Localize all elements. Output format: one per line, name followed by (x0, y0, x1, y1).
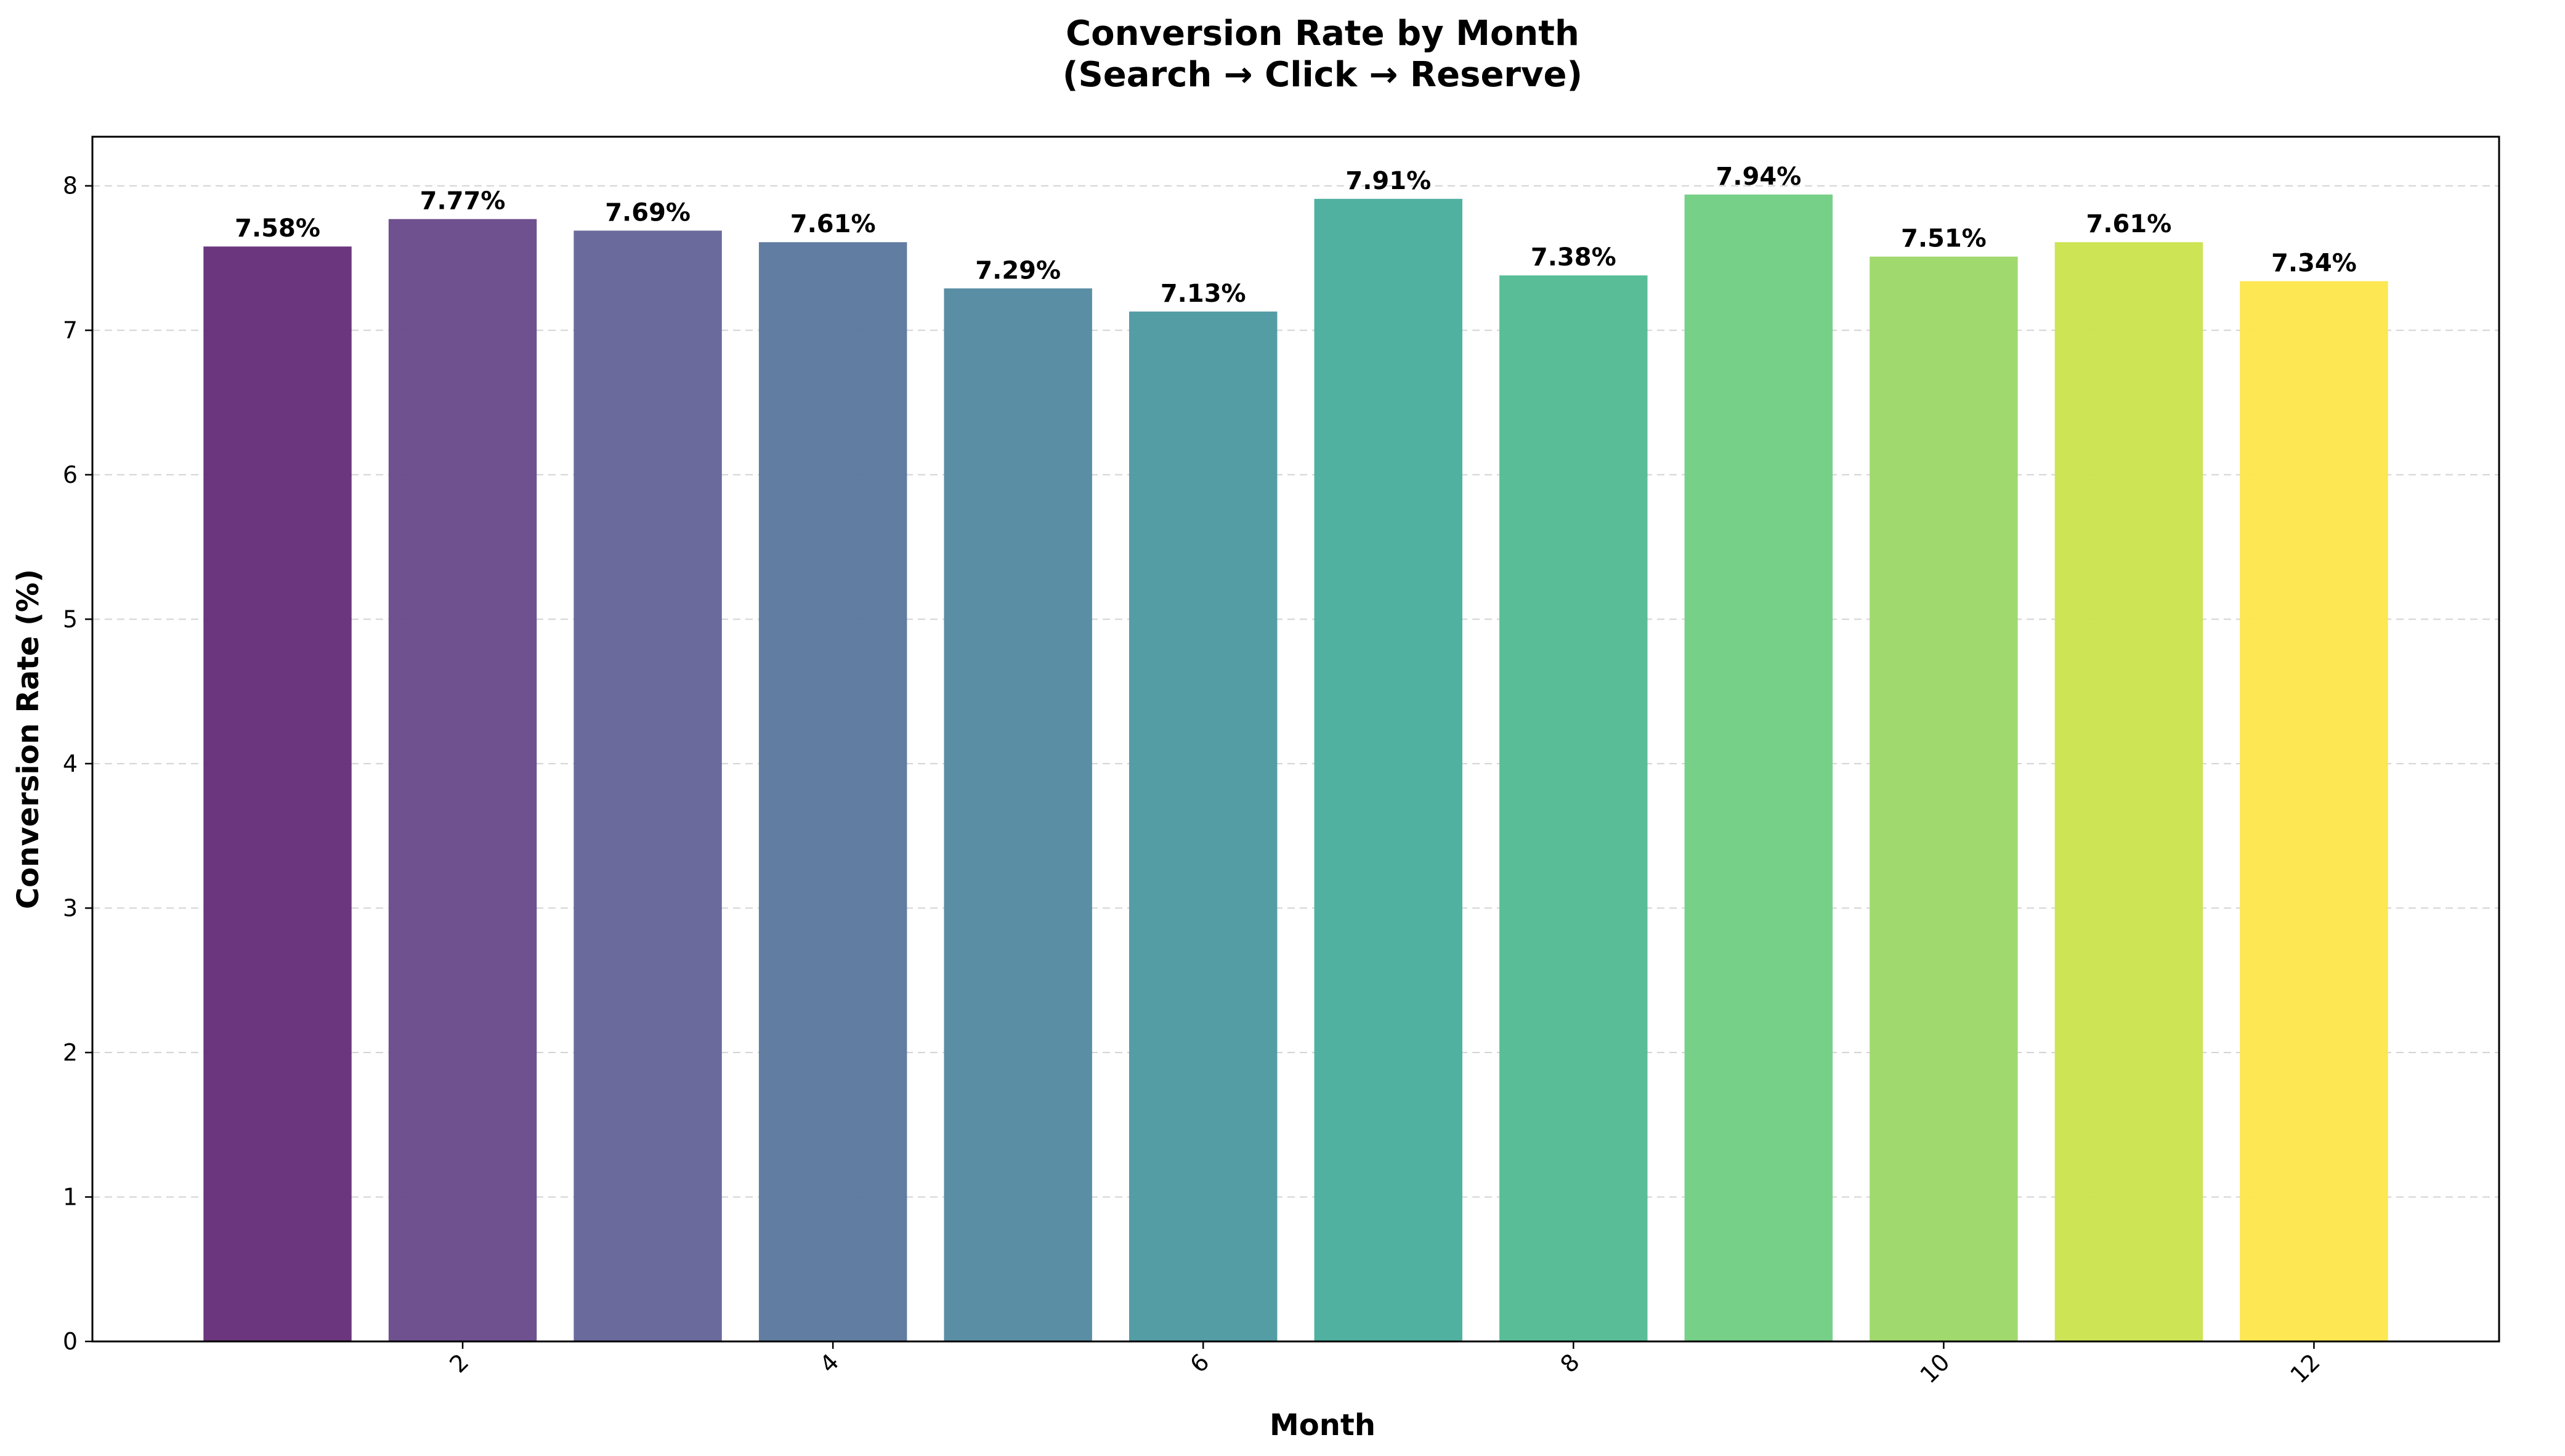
y-tick-label: 1 (63, 1183, 78, 1210)
data-label-month-9: 7.94% (1716, 163, 1801, 191)
data-label-month-7: 7.91% (1345, 167, 1431, 195)
bar-month-3 (573, 230, 722, 1341)
chart-subtitle: (Search → Click → Reserve) (1063, 55, 1582, 95)
bar-month-10 (1870, 256, 2018, 1341)
data-label-month-12: 7.34% (2271, 249, 2357, 278)
y-axis-ticks: 0 1 2 3 4 5 6 7 8 (63, 172, 92, 1355)
bar-month-8 (1499, 275, 1648, 1341)
data-label-month-4: 7.61% (790, 210, 876, 238)
data-label-month-2: 7.77% (420, 187, 506, 216)
data-label-month-5: 7.29% (975, 256, 1061, 285)
data-label-month-10: 7.51% (1901, 225, 1987, 253)
y-tick-label: 3 (63, 894, 78, 921)
bar-month-5 (944, 288, 1092, 1341)
bar-month-1 (203, 246, 352, 1341)
bar-month-12 (2240, 281, 2388, 1342)
y-tick-label: 8 (63, 172, 78, 200)
bar-month-7 (1314, 198, 1462, 1342)
bar-month-4 (758, 242, 907, 1341)
chart-title: Conversion Rate by Month (1066, 14, 1579, 54)
y-tick-label: 4 (63, 750, 78, 777)
x-axis-label: Month (1270, 1408, 1376, 1442)
data-label-month-11: 7.61% (2086, 210, 2172, 238)
bar-month-11 (2054, 242, 2203, 1341)
bars (203, 194, 2388, 1342)
bar-month-9 (1684, 194, 1833, 1341)
data-label-month-3: 7.69% (605, 198, 691, 227)
bar-month-2 (388, 219, 537, 1341)
data-label-month-6: 7.13% (1161, 280, 1246, 308)
bar-month-6 (1129, 311, 1278, 1341)
y-tick-label: 0 (63, 1328, 78, 1355)
y-tick-label: 2 (63, 1039, 78, 1066)
data-label-month-8: 7.38% (1531, 243, 1616, 272)
plot-frame (91, 135, 2500, 1343)
data-labels: 7.58% 7.77% 7.69% 7.61% 7.29% 7.13% 7.91% 7.38%… (235, 163, 2357, 308)
data-label-month-1: 7.58% (235, 214, 320, 243)
y-axis-label: Conversion Rate (%) (11, 569, 46, 909)
y-tick-label: 6 (63, 461, 78, 488)
y-tick-label: 7 (63, 317, 78, 344)
y-tick-label: 5 (63, 605, 78, 633)
